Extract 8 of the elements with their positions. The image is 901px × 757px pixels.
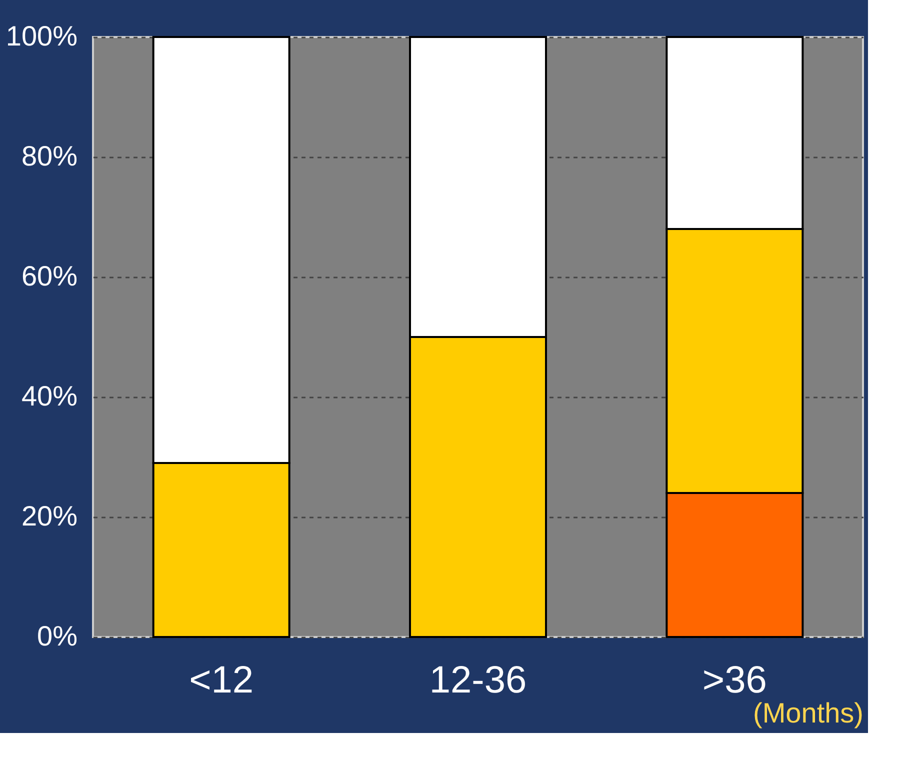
x-tick-label: <12 <box>189 660 254 702</box>
y-tick-label: 80% <box>21 140 78 172</box>
x-tick-label: 12-36 <box>429 660 527 702</box>
y-tick-label: 20% <box>21 500 78 532</box>
y-tick-label: 100% <box>6 20 78 52</box>
y-tick-label: 40% <box>21 380 78 412</box>
y-tick-label: 60% <box>21 260 78 292</box>
y-tick-label: 0% <box>37 620 78 652</box>
